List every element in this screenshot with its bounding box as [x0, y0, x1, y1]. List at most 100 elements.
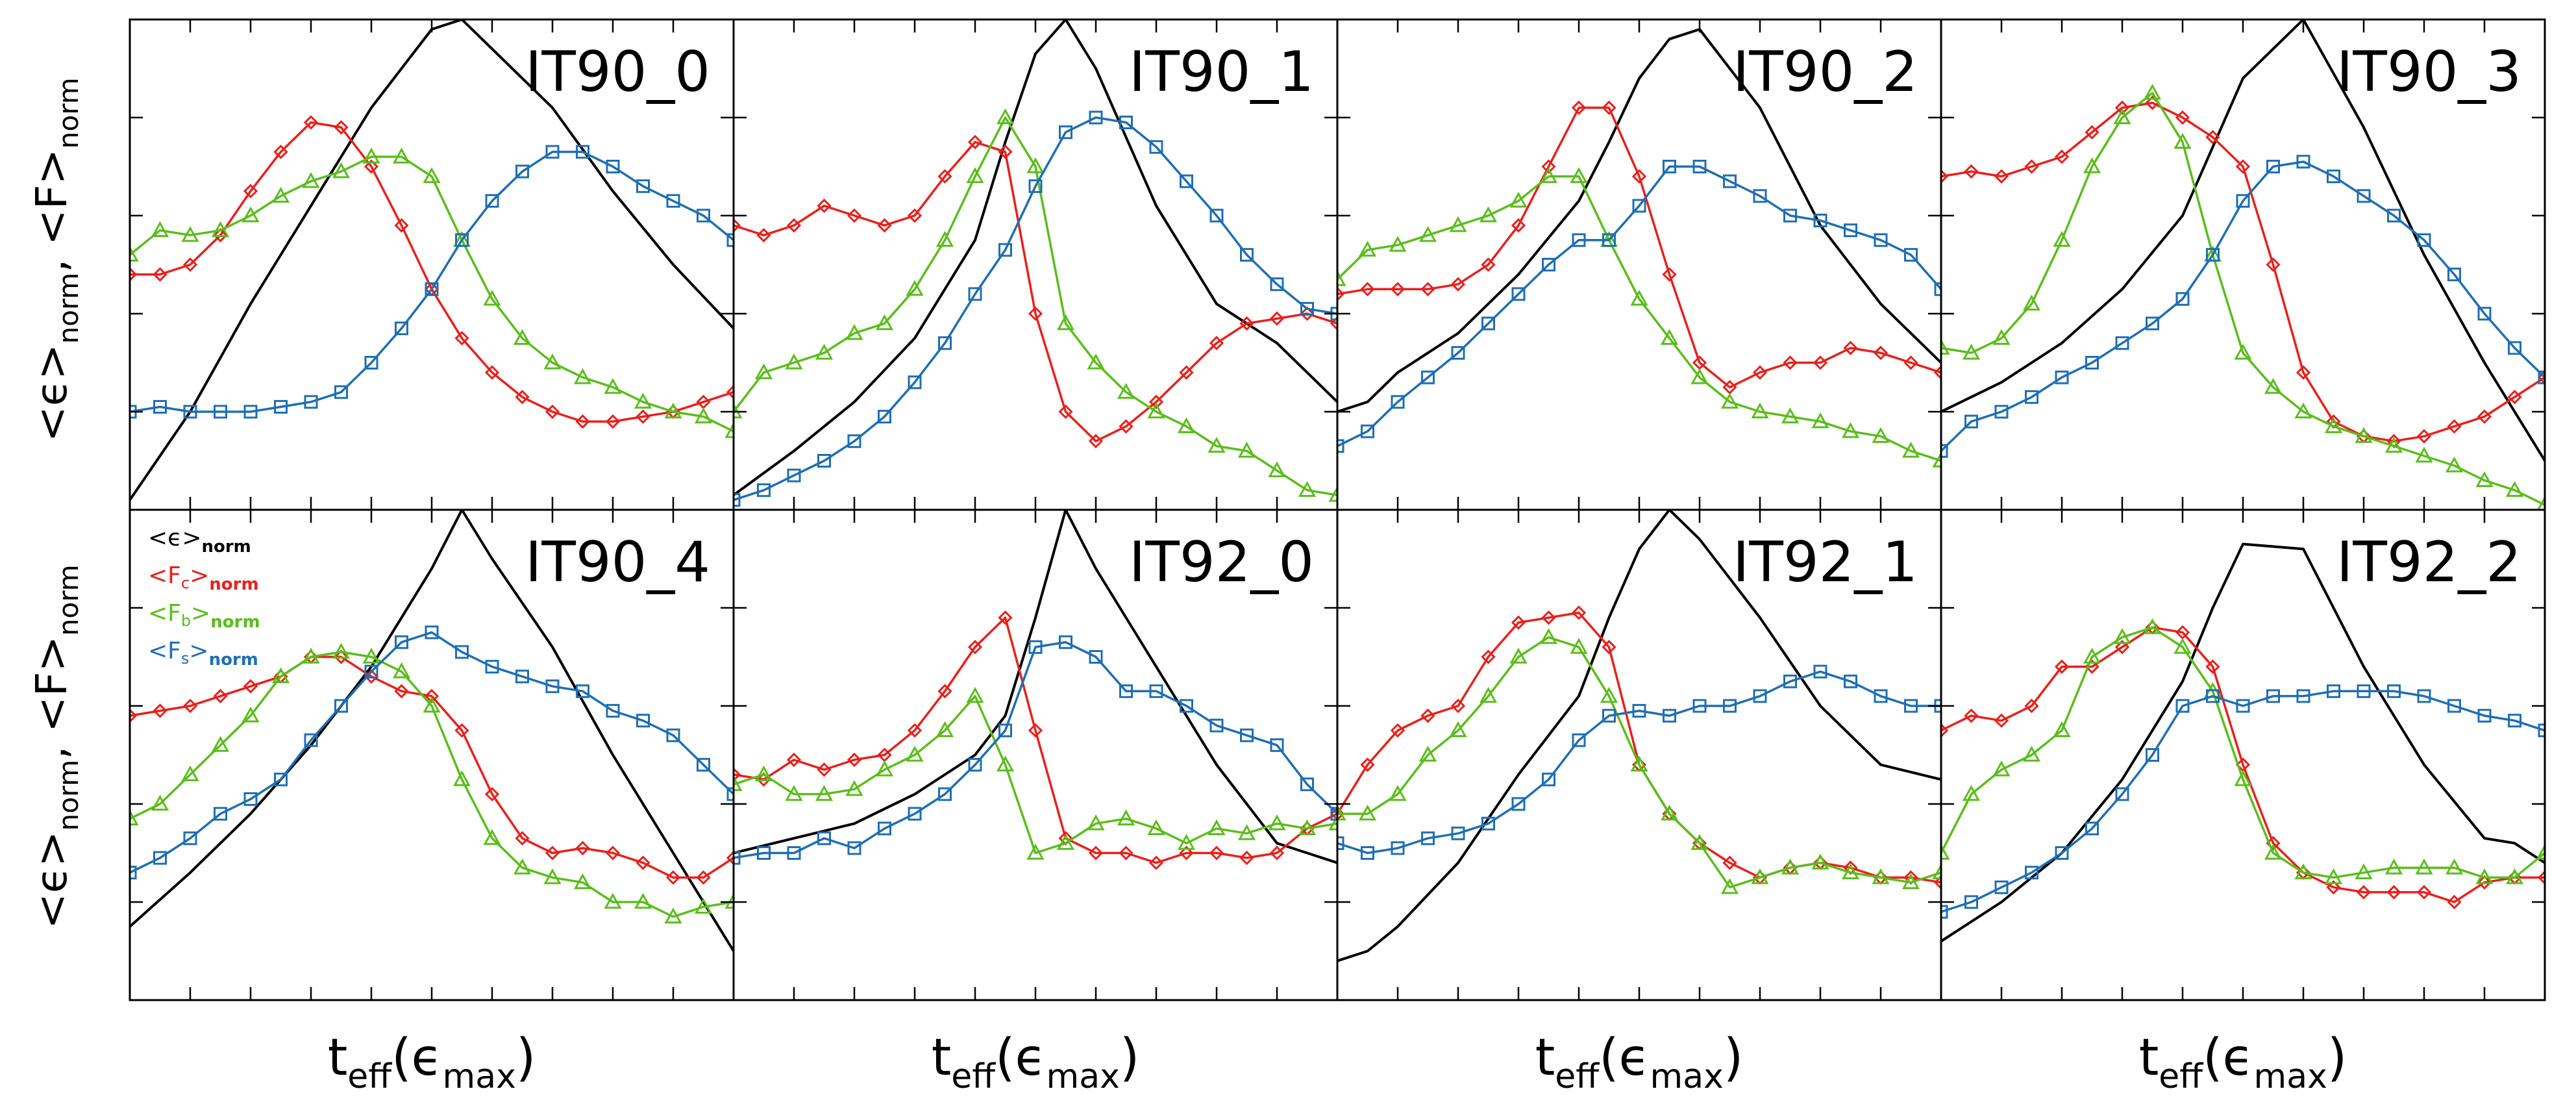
ylabel-eps: ϵ — [27, 380, 77, 407]
marker-it90-3-Fb-15 — [2384, 436, 2403, 453]
marker-it90-4-Fc-16 — [605, 846, 621, 860]
marker-it92-1-Fb-4 — [1449, 721, 1467, 738]
marker-it90-1-Fc-12 — [1088, 434, 1104, 449]
marker-it90-4-Fb-8 — [362, 647, 380, 664]
marker-it90-4-Fs-2 — [183, 831, 197, 846]
series-line-it92-1-eps — [1337, 510, 1941, 962]
series-line-it90-2-eps — [1337, 28, 1941, 413]
marker-it92-1-Fs-18 — [1874, 689, 1888, 703]
marker-it92-2-Fb-4 — [2053, 721, 2071, 738]
marker-it90-4-Fs-12 — [485, 660, 499, 674]
marker-it92-0-Fb-0 — [734, 775, 743, 792]
marker-it92-1-Fc-8 — [1571, 605, 1587, 620]
marker-it92-0-Fs-13 — [1119, 684, 1133, 698]
series-line-it90-0-Fb — [130, 155, 734, 433]
marker-it90-1-Fs-18 — [1270, 277, 1284, 292]
marker-it90-1-Fb-15 — [1177, 417, 1196, 433]
marker-it90-2-Fs-20 — [1934, 282, 1941, 296]
marker-it90-2-Fc-3 — [1420, 282, 1435, 297]
marker-it90-1-Fb-6 — [906, 280, 924, 296]
marker-it92-1-Fc-9 — [1602, 640, 1616, 655]
marker-it92-0-Fs-15 — [1180, 699, 1193, 713]
marker-it90-2-Fc-5 — [1481, 257, 1496, 272]
marker-it90-3-Fb-3 — [2022, 294, 2041, 311]
marker-it90-3-Fb-2 — [1992, 329, 2011, 345]
marker-it92-0-Fs-4 — [847, 841, 861, 855]
marker-it90-4-Fb-15 — [573, 873, 592, 890]
marker-it90-4-Fs-15 — [576, 684, 589, 698]
marker-it90-3-Fb-19 — [2505, 481, 2524, 497]
marker-it90-0-Fb-6 — [302, 172, 320, 188]
marker-it92-0-Fc-6 — [907, 723, 923, 738]
marker-it92-1-Fb-12 — [1690, 834, 1709, 850]
marker-it90-3-Fs-17 — [2447, 268, 2461, 282]
marker-it90-0-Fs-4 — [243, 405, 258, 419]
marker-it90-3-Fb-13 — [2324, 417, 2343, 433]
marker-it90-2-Fc-11 — [1662, 267, 1677, 282]
marker-it90-4-Fb-2 — [181, 765, 199, 781]
marker-it90-2-Fs-14 — [1753, 189, 1767, 203]
marker-it92-0-Fc-20 — [1330, 806, 1337, 822]
marker-it90-1-Fs-5 — [878, 410, 891, 424]
series-line-it90-1-eps — [734, 19, 1337, 497]
x-axis-label-3: teff(ϵmax) — [1535, 1029, 1744, 1096]
marker-it90-4-Fb-5 — [271, 667, 290, 683]
marker-it90-1-Fc-10 — [1028, 306, 1043, 321]
marker-it90-3-Fc-3 — [2024, 159, 2039, 174]
marker-it92-0-Fs-9 — [998, 723, 1012, 738]
marker-it90-2-Fs-13 — [1723, 174, 1737, 188]
plot-area-it92-1 — [1337, 510, 1941, 962]
marker-it90-2-Fc-17 — [1843, 340, 1858, 355]
marker-it92-0-Fs-19 — [1300, 777, 1314, 792]
marker-it90-3-Fc-10 — [2235, 159, 2251, 174]
series-line-it92-1-Fb — [1337, 636, 1941, 889]
panel-title-it92-1: IT92_1 — [1733, 530, 1918, 595]
panel-bg-it92-0 — [734, 510, 1337, 1000]
marker-it92-1-Fb-13 — [1720, 878, 1739, 894]
marker-it92-2-Fs-13 — [2327, 684, 2340, 698]
marker-it90-1-Fc-16 — [1209, 336, 1224, 351]
ylabel-norm-b1: norm — [53, 760, 84, 831]
ylabel-norm-b2: norm — [53, 564, 84, 636]
marker-it90-0-Fc-13 — [515, 390, 530, 405]
ylabel-eps-b: ϵ — [27, 867, 77, 894]
marker-it90-0-Fb-4 — [242, 206, 260, 223]
marker-it90-2-Fs-19 — [1904, 247, 1918, 262]
marker-it90-3-Fs-8 — [2175, 292, 2190, 306]
marker-it90-0-Fs-20 — [726, 233, 734, 247]
marker-it90-3-Fc-16 — [2416, 429, 2432, 444]
marker-it90-0-Fs-19 — [697, 208, 710, 223]
marker-it90-2-Fs-12 — [1692, 160, 1707, 173]
marker-it90-1-Fc-18 — [1269, 311, 1285, 326]
marker-it92-2-Fc-3 — [2024, 698, 2039, 714]
marker-it90-0-Fc-6 — [303, 115, 319, 130]
marker-it92-2-Fs-15 — [2387, 684, 2401, 698]
marker-it90-3-Fs-1 — [1964, 414, 1978, 429]
marker-it90-1-Fb-12 — [1087, 353, 1105, 370]
marker-it90-0-Fb-15 — [573, 368, 592, 384]
series-line-it90-0-eps — [130, 19, 734, 501]
marker-it92-1-Fc-5 — [1481, 649, 1496, 664]
marker-it92-0-Fs-5 — [878, 822, 891, 836]
marker-it92-2-Fb-8 — [2174, 638, 2192, 654]
series-line-it92-2-Fb — [1941, 626, 2545, 879]
marker-it92-0-Fs-6 — [908, 807, 922, 821]
marker-it90-4-Fs-9 — [395, 635, 408, 649]
marker-it92-1-Fc-20 — [1933, 875, 1941, 890]
marker-it92-1-Fs-7 — [1542, 772, 1555, 786]
marker-it90-3-Fs-14 — [2357, 189, 2371, 203]
marker-it92-0-Fc-9 — [998, 610, 1013, 625]
marker-it90-0-Fc-12 — [484, 365, 500, 380]
marker-it90-4-Fc-7 — [334, 649, 349, 664]
marker-it92-2-Fb-2 — [1992, 760, 2011, 777]
legend-item-1: <ϵ>norm — [148, 525, 251, 557]
marker-it90-0-Fb-20 — [724, 422, 734, 438]
marker-it90-3-Fb-4 — [2053, 231, 2071, 247]
marker-it92-1-Fs-14 — [1753, 689, 1767, 703]
marker-it90-2-Fs-6 — [1511, 287, 1526, 301]
marker-it90-2-Fc-18 — [1873, 345, 1889, 360]
marker-it90-0-Fb-14 — [543, 353, 562, 370]
marker-it90-4-Fc-4 — [243, 679, 258, 694]
marker-it92-2-Fc-16 — [2416, 884, 2432, 900]
marker-it92-1-Fb-7 — [1539, 628, 1558, 644]
